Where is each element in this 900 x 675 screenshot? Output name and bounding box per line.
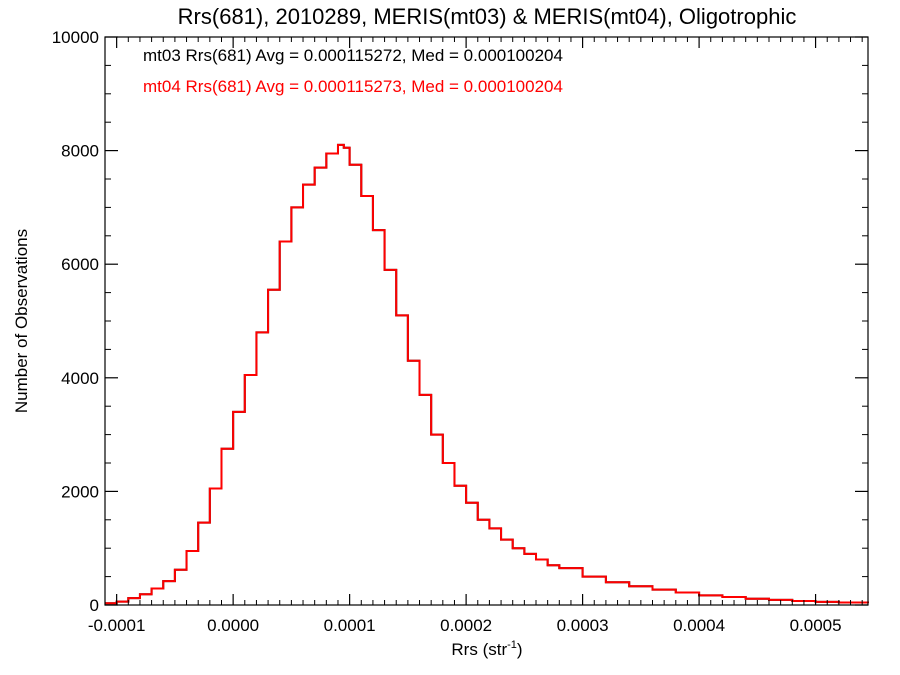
y-tick-label: 10000 xyxy=(52,28,99,47)
x-tick-label: 0.0000 xyxy=(207,616,259,635)
x-axis-label-superscript: -1 xyxy=(507,639,517,651)
series-line-0 xyxy=(105,143,869,605)
chart-title: Rrs(681), 2010289, MERIS(mt03) & MERIS(m… xyxy=(178,4,797,29)
series-line-1 xyxy=(105,143,869,605)
x-axis-label-main: Rrs (str xyxy=(451,640,507,659)
x-tick-label: 0.0005 xyxy=(790,616,842,635)
annotation-mt03: mt03 Rrs(681) Avg = 0.000115272, Med = 0… xyxy=(143,46,563,65)
y-tick-label: 4000 xyxy=(61,369,99,388)
x-tick-label: -0.0001 xyxy=(88,616,146,635)
y-tick-label: 2000 xyxy=(61,482,99,501)
y-tick-label: 8000 xyxy=(61,142,99,161)
series-layer xyxy=(105,143,869,605)
annotation-mt04: mt04 Rrs(681) Avg = 0.000115273, Med = 0… xyxy=(143,77,563,96)
x-tick-label: 0.0001 xyxy=(324,616,376,635)
x-tick-label: 0.0003 xyxy=(557,616,609,635)
tick-layer: -0.0001 0.0000 0.0001 0.0002 0.0003 0.0004 0.0… xyxy=(52,28,868,635)
x-axis-label-end: ) xyxy=(517,640,523,659)
x-tick-label: 0.0004 xyxy=(673,616,725,635)
y-axis-label: Number of Observations xyxy=(12,229,31,413)
x-axis-label: Rrs (str-1) xyxy=(451,639,522,659)
y-tick-label: 6000 xyxy=(61,255,99,274)
y-tick-label: 0 xyxy=(90,596,99,615)
x-tick-label: 0.0002 xyxy=(440,616,492,635)
